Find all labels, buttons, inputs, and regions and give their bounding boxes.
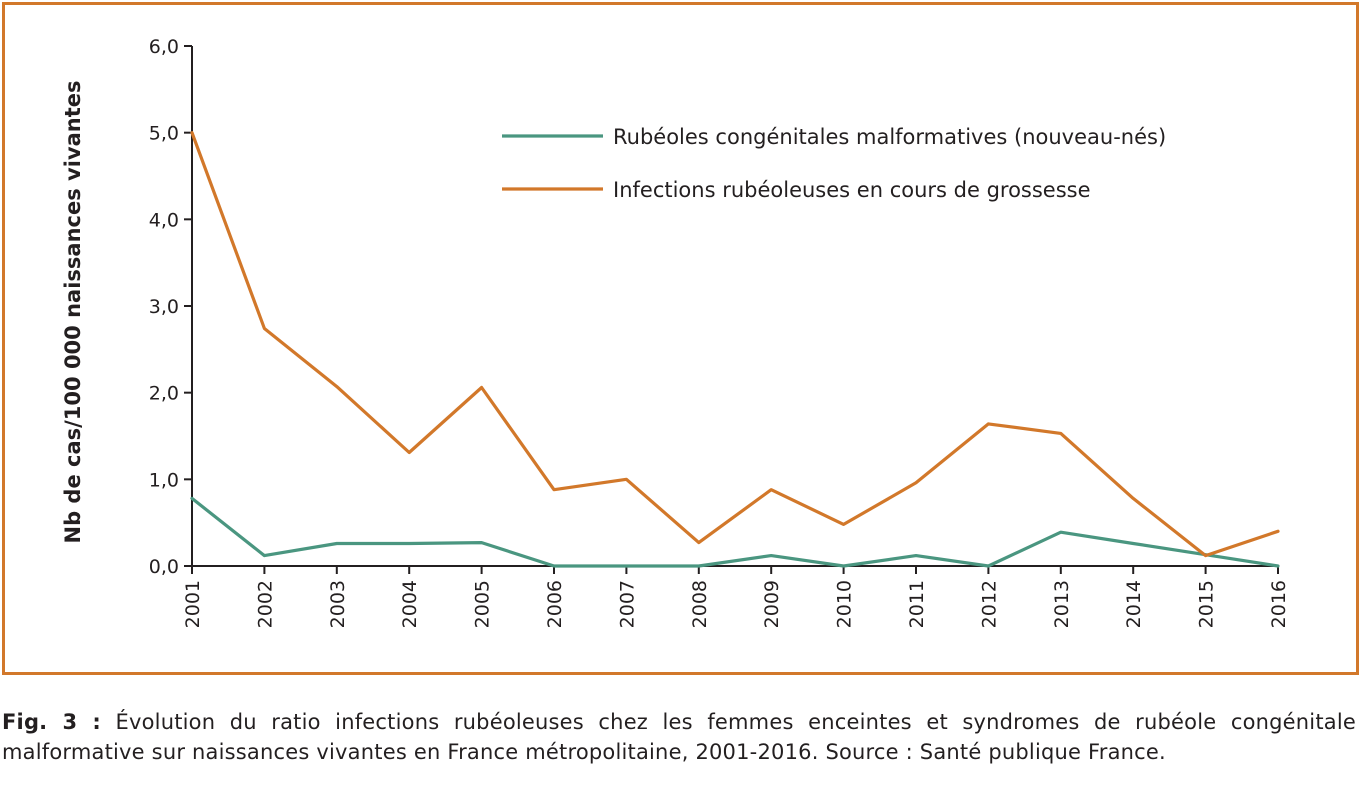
x-tick-label: 2006 [544,580,566,628]
x-tick-label: 2016 [1268,580,1290,628]
x-tick-label: 2003 [327,580,349,628]
x-tick-label: 2007 [616,580,638,628]
y-tick-label: 4,0 [149,209,179,231]
y-tick-label: 3,0 [149,296,179,318]
x-tick-label: 2004 [399,580,421,628]
y-tick-label: 2,0 [149,383,179,405]
series-line-1 [190,496,1280,568]
y-tick-label: 0,0 [149,556,179,578]
x-tick-label: 2010 [834,580,856,628]
x-tick-label: 2009 [761,580,783,628]
x-tick-label: 2015 [1196,580,1218,628]
x-tick-label: 2001 [182,580,204,628]
x-tick-label: 2013 [1051,580,1073,628]
x-tick-label: 2002 [254,580,276,628]
y-tick-label: 6,0 [149,36,179,58]
series-line-2 [190,131,1280,558]
caption-label: Fig. 3 : [2,710,102,734]
x-tick-label: 2011 [906,580,928,628]
figure-caption: Fig. 3 : Évolution du ratio infections r… [2,707,1356,767]
line-chart: 0,0 1,0 2,0 3,0 4,0 5,0 6,0 2001 2002 2003 2004 200… [61,36,1290,628]
x-tick-label: 2008 [689,580,711,628]
y-tick-label: 5,0 [149,123,179,145]
chart-frame [2,2,1359,675]
caption-text: Évolution du ratio infections rubéoleuse… [2,710,1356,764]
y-tick-label: 1,0 [149,469,179,491]
y-axis-title: Nb de cas/100 000 naissances vivantes [61,80,85,543]
x-tick-label: 2012 [978,580,1000,628]
legend-label-2: Infections rubéoleuses en cours de gross… [613,178,1091,202]
x-tick-label: 2005 [472,580,494,628]
legend-label-1: Rubéoles congénitales malformatives (nou… [613,125,1166,149]
x-tick-label: 2014 [1123,580,1145,628]
